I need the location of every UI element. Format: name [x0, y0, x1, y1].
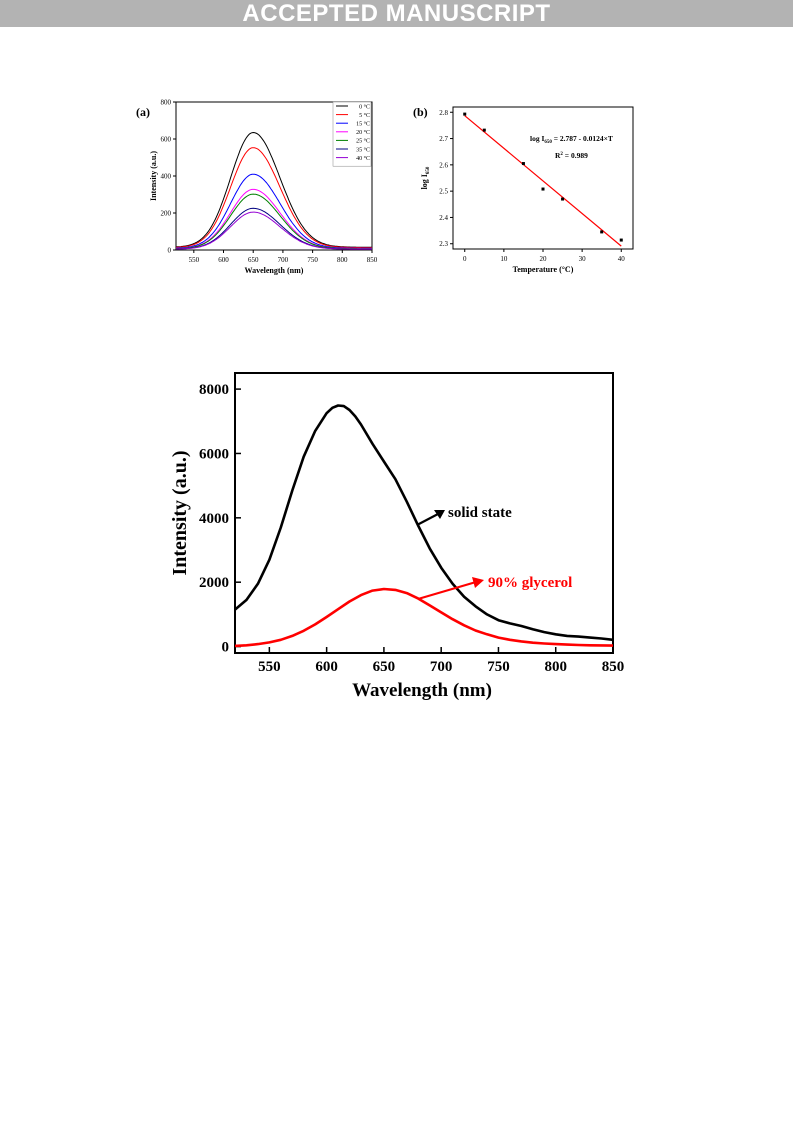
- annotation-arrowhead: [472, 577, 484, 588]
- legend-entry: 5 °C: [359, 112, 370, 119]
- y-tick-label: 2.7: [439, 135, 448, 143]
- y-tick-label: 400: [161, 173, 172, 181]
- plot-frame-b: [452, 106, 634, 250]
- series-line: [176, 188, 372, 250]
- annotation-arrow: [416, 513, 439, 526]
- y-tick-label: 0: [222, 640, 230, 656]
- series-line: [234, 404, 614, 642]
- y-axis-label: Intensity (a.u.): [169, 450, 191, 575]
- plot-frame-main: [234, 372, 614, 654]
- x-tick-label: 800: [544, 659, 567, 675]
- r-squared: R2 = 0.989: [555, 151, 588, 160]
- series-line: [176, 173, 372, 249]
- x-tick-label: 20: [540, 255, 548, 263]
- y-tick-label: 2.8: [439, 109, 448, 117]
- y-tick-label: 2.6: [439, 161, 448, 169]
- x-tick-label: 700: [278, 256, 289, 264]
- annotation-glycerol: 90% glycerol: [488, 575, 572, 591]
- y-tick-label: 2.3: [439, 240, 448, 248]
- panel-label-a: (a): [136, 105, 150, 119]
- x-tick-label: 550: [189, 256, 200, 264]
- series-line: [176, 211, 372, 250]
- series-line: [176, 207, 372, 250]
- x-tick-label: 800: [337, 256, 348, 264]
- x-tick-label: 850: [602, 659, 625, 675]
- data-point: [561, 197, 565, 201]
- legend-entry: 35 °C: [356, 146, 370, 153]
- x-tick-label: 600: [315, 659, 338, 675]
- fit-line: [464, 115, 622, 247]
- y-axis-label: log I650: [420, 166, 431, 189]
- series-line: [175, 147, 372, 249]
- x-tick-label: 30: [579, 255, 587, 263]
- legend-entry: 20 °C: [356, 129, 370, 136]
- x-tick-label: 0: [463, 255, 467, 263]
- annotation-arrowhead: [434, 510, 445, 519]
- data-point: [541, 187, 545, 191]
- series-line: [176, 193, 372, 250]
- series-line: [234, 587, 614, 648]
- y-tick-label: 2.5: [439, 188, 448, 196]
- y-tick-label: 0: [168, 247, 172, 255]
- legend-entry: 0 °C: [359, 103, 370, 110]
- x-tick-label: 750: [487, 659, 510, 675]
- annotation-arrow: [417, 580, 477, 601]
- x-tick-label: 850: [367, 256, 378, 264]
- y-axis-label: Intensity (a.u.): [149, 151, 158, 201]
- x-tick-label: 650: [373, 659, 396, 675]
- y-tick-label: 200: [161, 210, 172, 218]
- data-point: [521, 162, 525, 166]
- y-tick-label: 4000: [199, 511, 229, 527]
- x-tick-label: 750: [307, 256, 318, 264]
- y-tick-label: 8000: [199, 382, 229, 398]
- legend-entry: 40 °C: [356, 155, 370, 162]
- series-line: [175, 131, 372, 248]
- accepted-manuscript-banner: ACCEPTED MANUSCRIPT: [0, 0, 793, 27]
- legend-entry: 25 °C: [356, 138, 370, 145]
- x-tick-label: 550: [258, 659, 281, 675]
- x-tick-label: 650: [248, 256, 259, 264]
- x-tick-label: 40: [618, 255, 626, 263]
- x-tick-label: 10: [500, 255, 508, 263]
- y-tick-label: 6000: [199, 446, 229, 462]
- plot-frame-a: [175, 101, 373, 251]
- y-tick-label: 600: [161, 136, 172, 144]
- data-point: [619, 238, 623, 242]
- data-point: [463, 112, 467, 116]
- data-point: [482, 128, 486, 132]
- x-tick-label: 600: [218, 256, 229, 264]
- x-axis-label: Wavelength (nm): [245, 266, 304, 275]
- y-tick-label: 2.4: [439, 214, 448, 222]
- y-tick-label: 2000: [199, 575, 229, 591]
- fit-equation: log I650 = 2.787 - 0.0124×T: [530, 134, 613, 145]
- x-axis-label: Wavelength (nm): [352, 680, 492, 701]
- annotation-solid-state: solid state: [448, 505, 512, 521]
- panel-label-b: (b): [413, 105, 428, 119]
- data-point: [600, 230, 604, 234]
- x-axis-label: Temperature (°C): [513, 265, 574, 274]
- y-tick-label: 800: [161, 99, 172, 107]
- legend-entry: 15 °C: [356, 121, 370, 128]
- legend-box: [332, 101, 372, 167]
- x-tick-label: 700: [430, 659, 453, 675]
